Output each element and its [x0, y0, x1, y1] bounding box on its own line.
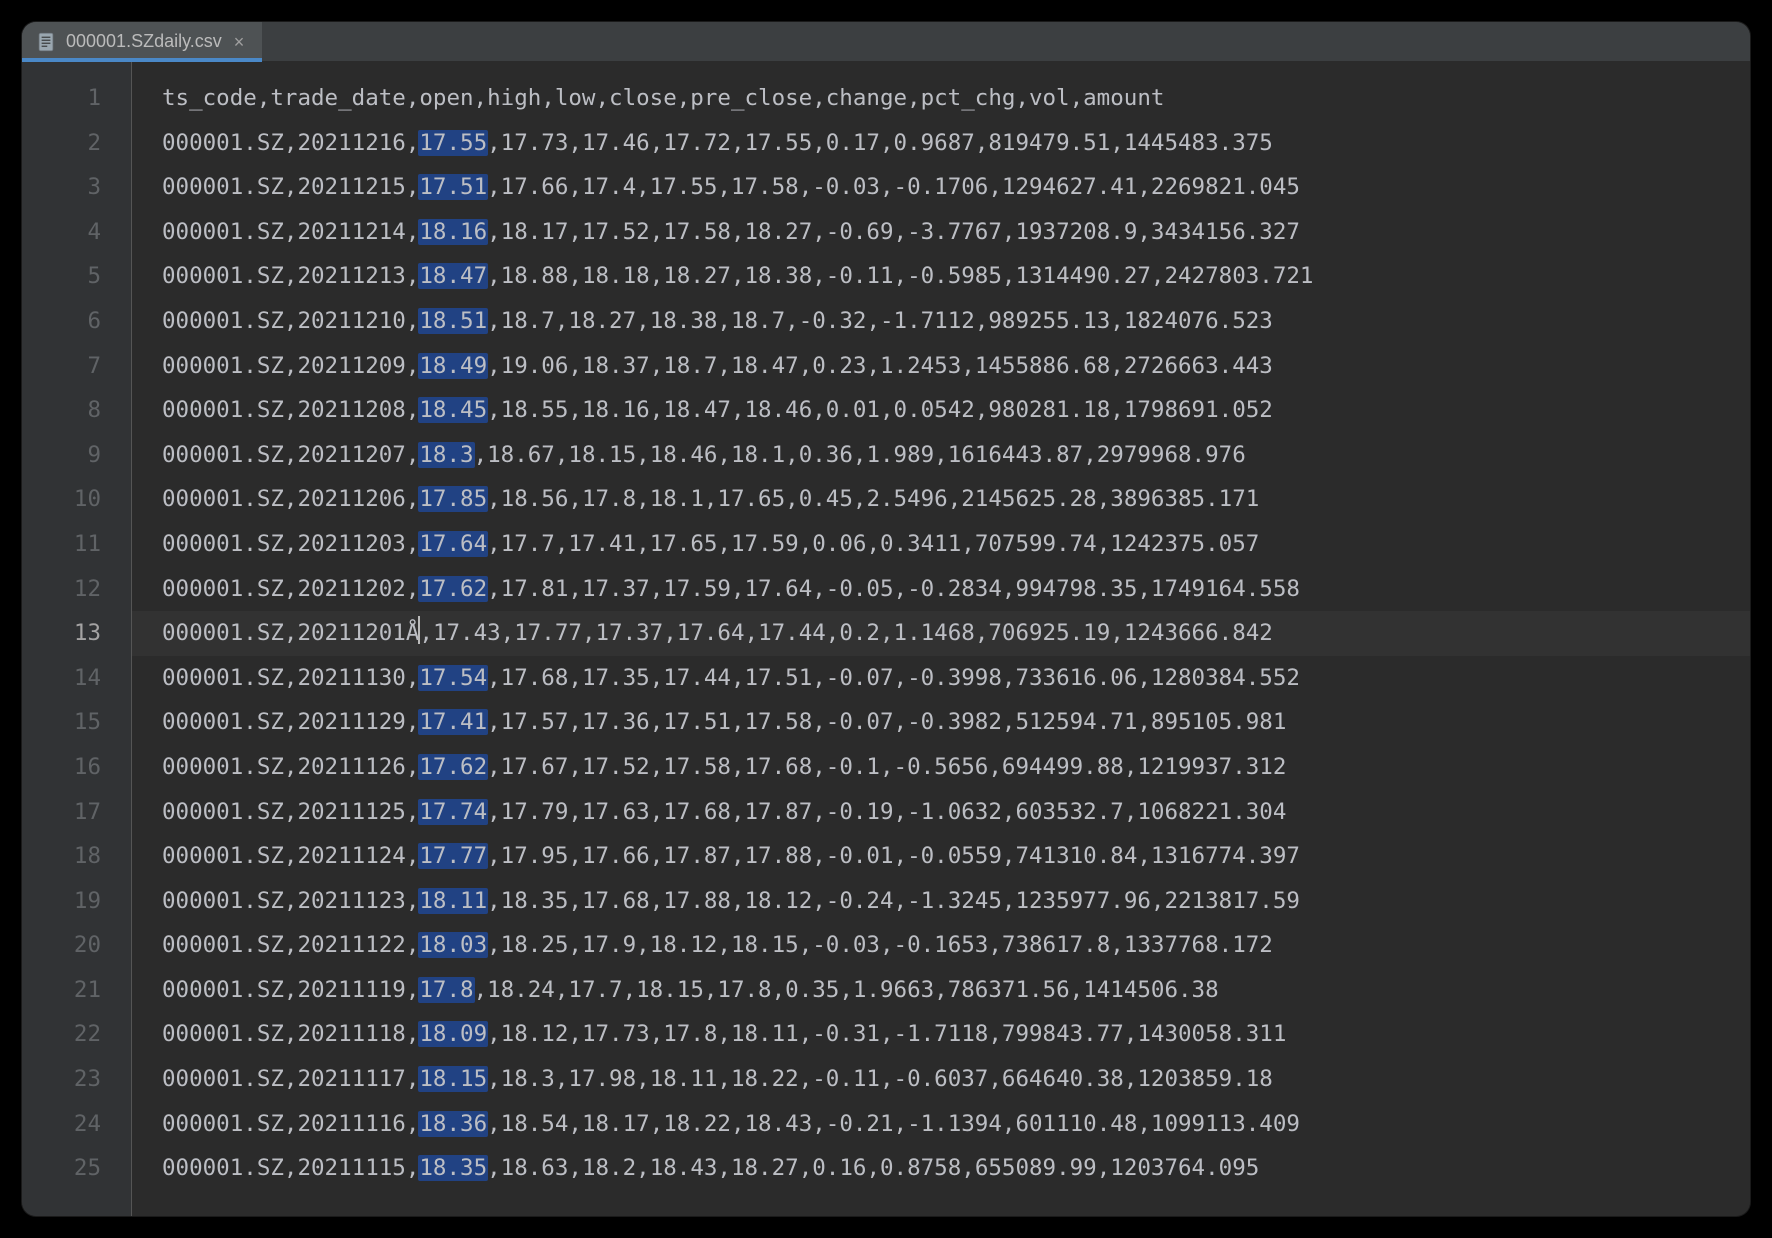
line-number: 19	[22, 879, 131, 924]
line-number: 13	[22, 611, 131, 656]
usage-highlight: 18.3	[418, 442, 474, 468]
usage-highlight: 18.11	[418, 888, 488, 914]
file-tab[interactable]: 000001.SZdaily.csv ×	[22, 22, 262, 61]
usage-highlight: 18.35	[418, 1155, 488, 1181]
line-number: 21	[22, 968, 131, 1013]
line-number: 15	[22, 700, 131, 745]
csv-data-row: 000001.SZ,20211213,18.47,18.88,18.18,18.…	[162, 254, 1750, 299]
usage-highlight: 17.62	[418, 754, 488, 780]
csv-data-row: 000001.SZ,20211206,17.85,18.56,17.8,18.1…	[162, 477, 1750, 522]
line-number: 20	[22, 923, 131, 968]
csv-data-row: 000001.SZ,20211117,18.15,18.3,17.98,18.1…	[162, 1057, 1750, 1102]
usage-highlight: 18.09	[418, 1021, 488, 1047]
line-number: 4	[22, 210, 131, 255]
csv-data-row: 000001.SZ,20211207,18.3,18.67,18.15,18.4…	[162, 433, 1750, 478]
line-number: 25	[22, 1146, 131, 1191]
usage-highlight: 18.49	[418, 353, 488, 379]
csv-data-row: 000001.SZ,20211215,17.51,17.66,17.4,17.5…	[162, 165, 1750, 210]
line-number: 12	[22, 567, 131, 612]
usage-highlight: 18.03	[418, 932, 488, 958]
csv-data-row: 000001.SZ,20211115,18.35,18.63,18.2,18.4…	[162, 1146, 1750, 1191]
usage-highlight: 17.64	[418, 531, 488, 557]
line-number: 10	[22, 477, 131, 522]
csv-data-row: 000001.SZ,20211124,17.77,17.95,17.66,17.…	[162, 834, 1750, 879]
line-number: 22	[22, 1012, 131, 1057]
line-number: 18	[22, 834, 131, 879]
usage-highlight: 18.45	[418, 397, 488, 423]
usage-highlight: 18.36	[418, 1111, 488, 1137]
code-editor[interactable]: 1234567891011121314151617181920212223242…	[22, 62, 1750, 1216]
usage-highlight: 17.55	[418, 130, 488, 156]
line-number: 14	[22, 656, 131, 701]
line-number: 24	[22, 1102, 131, 1147]
line-number: 1	[22, 76, 131, 121]
line-number: 8	[22, 388, 131, 433]
line-number: 9	[22, 433, 131, 478]
line-number-gutter: 1234567891011121314151617181920212223242…	[22, 62, 132, 1216]
usage-highlight: 17.54	[418, 665, 488, 691]
editor-window: 000001.SZdaily.csv × 1234567891011121314…	[22, 22, 1750, 1216]
file-text-icon	[36, 32, 56, 52]
csv-data-row: 000001.SZ,20211122,18.03,18.25,17.9,18.1…	[162, 923, 1750, 968]
usage-highlight: 17.41	[418, 709, 488, 735]
usage-highlight: 17.62	[418, 576, 488, 602]
tab-bar: 000001.SZdaily.csv ×	[22, 22, 1750, 62]
line-number: 7	[22, 344, 131, 389]
line-number: 23	[22, 1057, 131, 1102]
csv-data-row: 000001.SZ,20211214,18.16,18.17,17.52,17.…	[162, 210, 1750, 255]
csv-data-row: 000001.SZ,20211119,17.8,18.24,17.7,18.15…	[162, 968, 1750, 1013]
line-number: 6	[22, 299, 131, 344]
csv-data-row: 000001.SZ,20211209,18.49,19.06,18.37,18.…	[162, 344, 1750, 389]
csv-data-row: 000001.SZ,20211125,17.74,17.79,17.63,17.…	[162, 790, 1750, 835]
csv-data-row: 000001.SZ,20211201Å,17.43,17.77,17.37,17…	[132, 611, 1750, 656]
csv-data-row: 000001.SZ,20211208,18.45,18.55,18.16,18.…	[162, 388, 1750, 433]
csv-data-row: 000001.SZ,20211118,18.09,18.12,17.73,17.…	[162, 1012, 1750, 1057]
usage-highlight: 17.74	[418, 799, 488, 825]
csv-header-row: ts_code,trade_date,open,high,low,close,p…	[162, 76, 1750, 121]
editor-content[interactable]: ts_code,trade_date,open,high,low,close,p…	[132, 62, 1750, 1216]
usage-highlight: 18.16	[418, 219, 488, 245]
csv-data-row: 000001.SZ,20211130,17.54,17.68,17.35,17.…	[162, 656, 1750, 701]
usage-highlight: 18.47	[418, 263, 488, 289]
usage-highlight: 17.85	[418, 486, 488, 512]
csv-data-row: 000001.SZ,20211129,17.41,17.57,17.36,17.…	[162, 700, 1750, 745]
usage-highlight: 18.15	[418, 1066, 488, 1092]
csv-data-row: 000001.SZ,20211126,17.62,17.67,17.52,17.…	[162, 745, 1750, 790]
tab-filename: 000001.SZdaily.csv	[66, 31, 222, 52]
csv-data-row: 000001.SZ,20211210,18.51,18.7,18.27,18.3…	[162, 299, 1750, 344]
csv-data-row: 000001.SZ,20211203,17.64,17.7,17.41,17.6…	[162, 522, 1750, 567]
usage-highlight: 17.77	[418, 843, 488, 869]
csv-data-row: 000001.SZ,20211202,17.62,17.81,17.37,17.…	[162, 567, 1750, 612]
usage-highlight: 18.51	[418, 308, 488, 334]
line-number: 2	[22, 121, 131, 166]
line-number: 3	[22, 165, 131, 210]
csv-data-row: 000001.SZ,20211123,18.11,18.35,17.68,17.…	[162, 879, 1750, 924]
line-number: 5	[22, 254, 131, 299]
csv-data-row: 000001.SZ,20211116,18.36,18.54,18.17,18.…	[162, 1102, 1750, 1147]
csv-data-row: 000001.SZ,20211216,17.55,17.73,17.46,17.…	[162, 121, 1750, 166]
text-caret	[418, 616, 420, 644]
close-tab-icon[interactable]: ×	[232, 33, 247, 51]
usage-highlight: 17.8	[418, 977, 474, 1003]
line-number: 17	[22, 790, 131, 835]
usage-highlight: 17.51	[418, 174, 488, 200]
line-number: 11	[22, 522, 131, 567]
line-number: 16	[22, 745, 131, 790]
